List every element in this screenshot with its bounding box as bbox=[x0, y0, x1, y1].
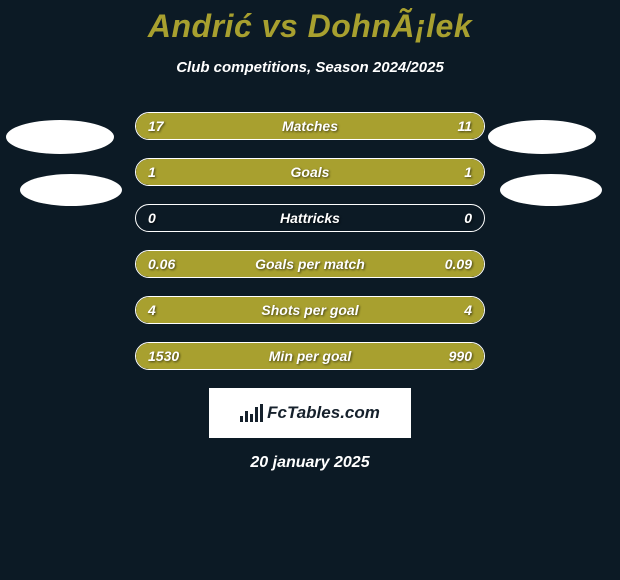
logo-box: FcTables.com bbox=[209, 388, 411, 438]
stat-value-left: 17 bbox=[148, 118, 164, 134]
stat-row: Goals per match0.06 0.09 bbox=[0, 250, 620, 278]
stat-value-left: 0.06 bbox=[148, 256, 175, 272]
stat-value-right: 1 bbox=[464, 164, 472, 180]
stat-value-right: 4 bbox=[464, 302, 472, 318]
stat-value-left: 0 bbox=[148, 210, 156, 226]
stat-value-right: 11 bbox=[457, 118, 472, 134]
page-title: Andrić vs DohnÃ¡lek bbox=[0, 0, 620, 45]
date-label: 20 january 2025 bbox=[0, 454, 620, 472]
stat-label: Shots per goal bbox=[135, 302, 485, 318]
stat-row: Min per goal1530 990 bbox=[0, 342, 620, 370]
stat-value-right: 0.09 bbox=[445, 256, 472, 272]
stat-value-left: 1 bbox=[148, 164, 156, 180]
player-blob bbox=[20, 174, 122, 206]
stat-label: Goals bbox=[135, 164, 485, 180]
stat-label: Matches bbox=[135, 118, 485, 134]
subtitle: Club competitions, Season 2024/2025 bbox=[0, 59, 620, 76]
stat-value-left: 1530 bbox=[148, 348, 179, 364]
chart-icon bbox=[240, 404, 263, 422]
stat-value-left: 4 bbox=[148, 302, 156, 318]
stat-value-right: 0 bbox=[464, 210, 472, 226]
logo: FcTables.com bbox=[240, 403, 380, 423]
logo-text: FcTables.com bbox=[267, 403, 380, 423]
player-blob bbox=[6, 120, 114, 154]
stat-label: Min per goal bbox=[135, 348, 485, 364]
stat-value-right: 990 bbox=[449, 348, 472, 364]
stat-row: Hattricks0 0 bbox=[0, 204, 620, 232]
player-blob bbox=[488, 120, 596, 154]
stat-row: Shots per goal4 4 bbox=[0, 296, 620, 324]
stat-label: Goals per match bbox=[135, 256, 485, 272]
stat-label: Hattricks bbox=[135, 210, 485, 226]
player-blob bbox=[500, 174, 602, 206]
